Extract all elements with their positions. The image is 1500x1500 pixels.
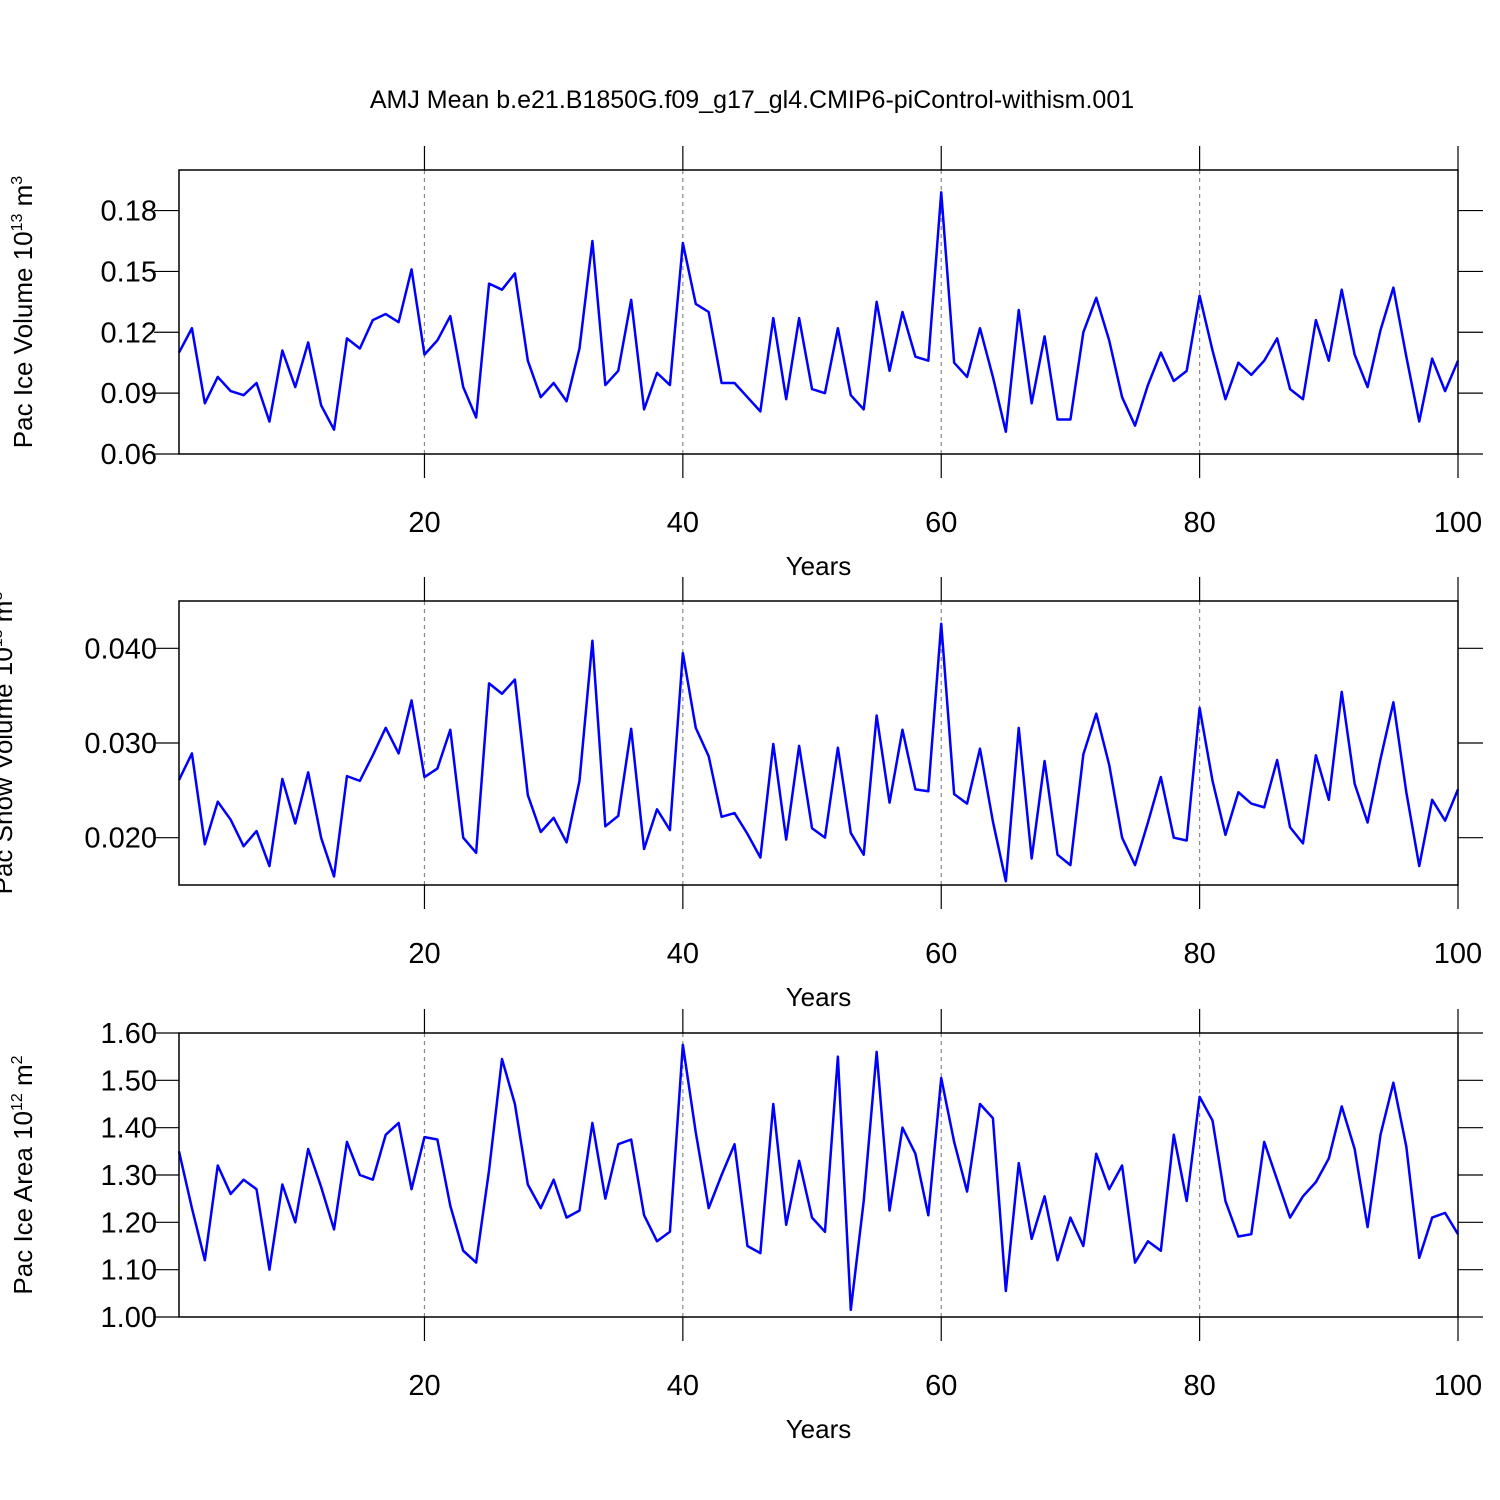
x-axis-label: Years xyxy=(786,1414,852,1444)
y-tick-label: 0.040 xyxy=(84,633,157,665)
y-tick-label: 0.15 xyxy=(101,256,157,288)
y-axis-label-exponent: 2 xyxy=(9,1055,26,1064)
y-axis-label-part: m xyxy=(8,185,38,214)
x-tick-label: 60 xyxy=(925,1370,957,1402)
data-line xyxy=(177,191,1460,433)
y-axis-label-exponent: 13 xyxy=(0,629,6,647)
x-tick-label: 80 xyxy=(1183,507,1215,539)
y-tick-label: 0.030 xyxy=(84,728,157,760)
x-tick-label: 100 xyxy=(1434,507,1482,539)
x-tick-label: 20 xyxy=(408,507,440,539)
data-line xyxy=(177,1043,1460,1312)
y-axis-label-exponent: 3 xyxy=(9,176,26,185)
y-axis-label-exponent: 3 xyxy=(0,592,6,601)
x-tick-label: 20 xyxy=(408,938,440,970)
x-tick-label: 60 xyxy=(925,938,957,970)
x-axis-label: Years xyxy=(786,982,852,1012)
y-tick-label: 0.020 xyxy=(84,823,157,855)
y-tick-label: 1.30 xyxy=(101,1160,157,1192)
y-tick-label: 0.06 xyxy=(101,439,157,471)
y-tick-label: 0.18 xyxy=(101,196,157,228)
plot-frame xyxy=(178,600,1459,886)
x-tick-label: 80 xyxy=(1183,938,1215,970)
x-tick-label: 100 xyxy=(1434,1370,1482,1402)
y-tick-label: 1.60 xyxy=(101,1018,157,1050)
x-tick-label: 40 xyxy=(667,1370,699,1402)
x-tick-label: 80 xyxy=(1183,1370,1215,1402)
y-tick-label: 1.00 xyxy=(101,1302,157,1334)
y-axis-label-part: Pac Ice Area 10 xyxy=(8,1111,38,1295)
y-tick-label: 0.12 xyxy=(101,317,157,349)
y-axis-label: Pac Ice Area 1012 m2 xyxy=(8,1055,38,1294)
y-tick-label: 1.10 xyxy=(101,1255,157,1287)
y-tick-label: 1.20 xyxy=(101,1207,157,1239)
y-axis-label-part: Pac Snow Volume 10 xyxy=(0,647,18,894)
x-tick-label: 40 xyxy=(667,938,699,970)
y-axis-label-part: m xyxy=(8,1064,38,1093)
x-tick-label: 60 xyxy=(925,507,957,539)
data-line xyxy=(177,622,1460,883)
x-tick-label: 20 xyxy=(408,1370,440,1402)
plot-frame xyxy=(178,169,1459,455)
y-axis-label: Pac Ice Volume 1013 m3 xyxy=(8,176,38,449)
chart-title: AMJ Mean b.e21.B1850G.f09_g17_gl4.CMIP6-… xyxy=(370,86,1134,114)
y-axis-label: Pac Snow Volume 1013 m3 xyxy=(0,592,18,895)
y-tick-label: 0.09 xyxy=(101,378,157,410)
y-tick-label: 1.40 xyxy=(101,1113,157,1145)
x-tick-label: 40 xyxy=(667,507,699,539)
y-axis-label-part: m xyxy=(0,601,18,630)
x-tick-label: 100 xyxy=(1434,938,1482,970)
y-axis-label-exponent: 13 xyxy=(9,213,26,231)
x-axis-label: Years xyxy=(786,551,852,581)
y-axis-label-part: Pac Ice Volume 10 xyxy=(8,231,38,448)
plot-frame xyxy=(178,1032,1459,1318)
y-tick-label: 1.50 xyxy=(101,1065,157,1097)
y-axis-label-exponent: 12 xyxy=(9,1093,26,1111)
